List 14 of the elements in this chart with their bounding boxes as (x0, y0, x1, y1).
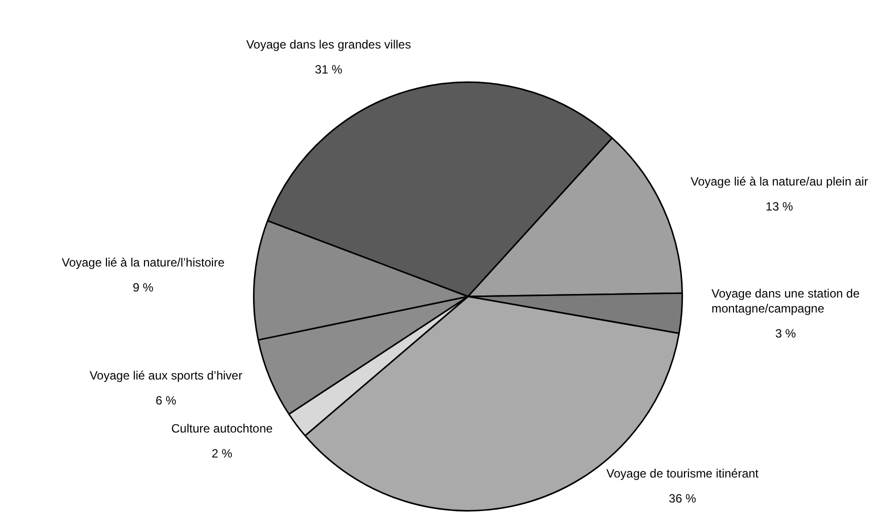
data-label: 2 % (212, 446, 233, 460)
data-label: 3 % (775, 326, 796, 340)
slice-label: Culture autochtone (171, 421, 273, 436)
data-label: 36 % (668, 491, 696, 506)
slice-label: Voyage de tourisme itinérant (606, 466, 760, 480)
slice-label: Voyage dans les grandes villes (246, 37, 411, 52)
slice-label: Voyage lié à la nature/au plein air (690, 174, 868, 188)
slice-label: Voyage lié à la nature/l’histoire (62, 256, 225, 270)
data-label: 31 % (314, 62, 343, 76)
data-label: 9 % (132, 280, 154, 295)
data-label: 13 % (766, 199, 794, 214)
slice-label: Voyage lié aux sports d’hiver (90, 368, 242, 382)
data-label: 6 % (156, 393, 177, 408)
slice-label: Voyage dans une station de montagne/campagne (711, 286, 860, 316)
